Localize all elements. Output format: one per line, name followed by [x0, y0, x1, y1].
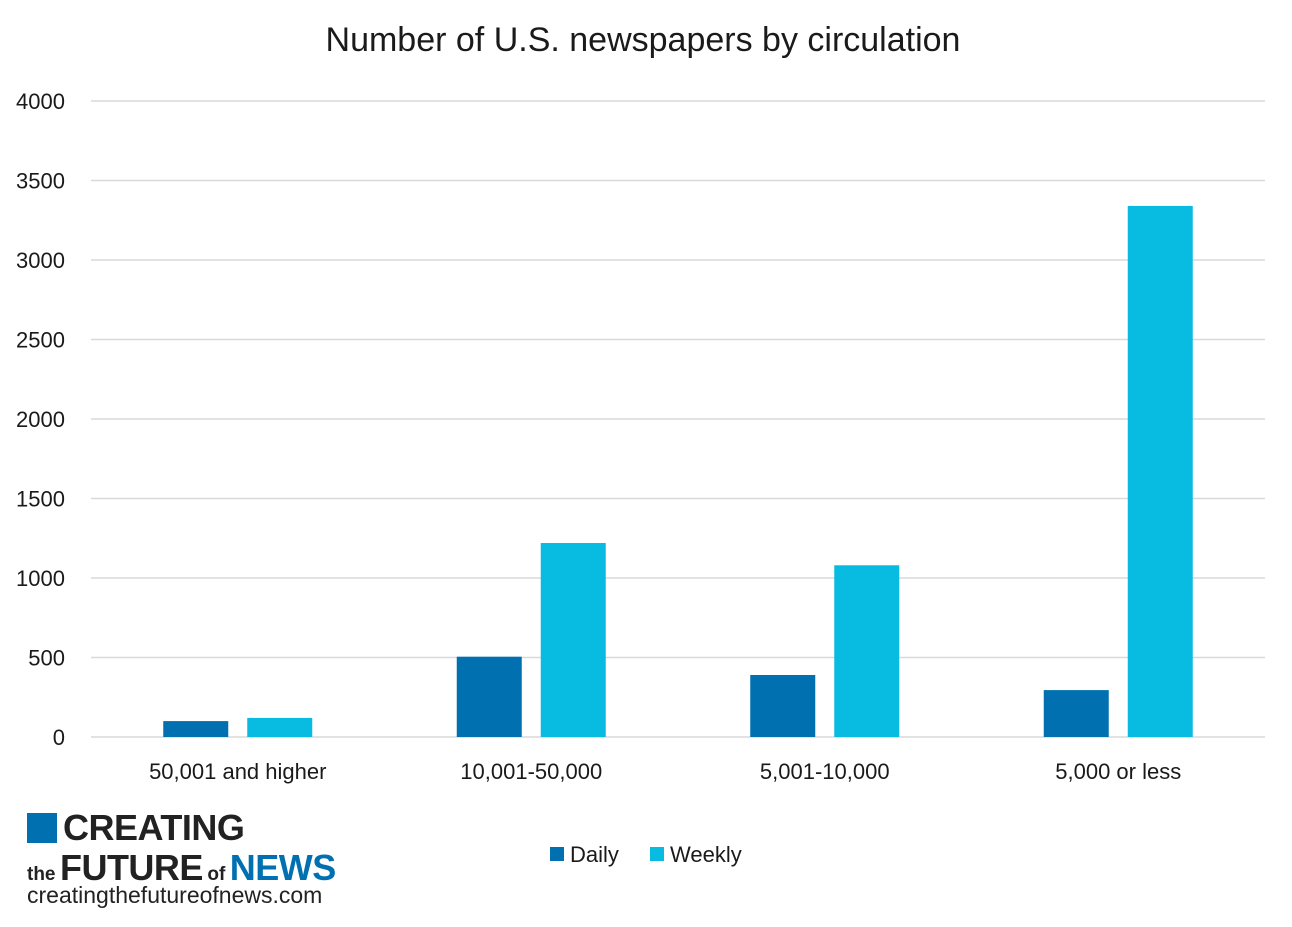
y-axis-tick-labels: 0 500 1000 1500 2000 2500 3000 3500 4000	[16, 89, 65, 750]
x-tick-label: 50,001 and higher	[149, 759, 326, 784]
y-tick-label: 2500	[16, 328, 65, 353]
y-tick-label: 3500	[16, 169, 65, 194]
legend: Daily Weekly	[550, 842, 742, 867]
logo-word-news: NEWS	[229, 847, 337, 888]
logo-row-creating: CREATING	[27, 807, 245, 848]
legend-swatch	[550, 847, 564, 861]
bar-daily-3	[750, 674, 816, 737]
bar-daily-2	[456, 656, 522, 737]
bar-weekly-3	[834, 565, 900, 737]
bar-weekly-4	[1127, 205, 1193, 737]
bar-weekly-1	[247, 717, 313, 737]
y-tick-label: 4000	[16, 89, 65, 114]
legend-swatch	[650, 847, 664, 861]
logo-word-of: of	[207, 864, 226, 885]
x-tick-label: 5,000 or less	[1055, 759, 1181, 784]
bar-daily-1	[163, 721, 229, 737]
legend-label: Daily	[570, 842, 619, 867]
gridlines	[91, 100, 1265, 738]
legend-item-weekly: Weekly	[650, 842, 742, 867]
logo-word-future: FUTURE	[59, 847, 204, 888]
logo-url: creatingthefutureofnews.com	[27, 882, 323, 908]
chart-title: Number of U.S. newspapers by circulation	[326, 21, 961, 59]
x-tick-label: 10,001-50,000	[460, 759, 602, 784]
x-tick-label: 5,001-10,000	[760, 759, 890, 784]
bars	[163, 205, 1193, 737]
bar-weekly-2	[540, 543, 606, 737]
bar-daily-4	[1043, 690, 1109, 737]
y-tick-label: 2000	[16, 407, 65, 432]
logo-word-creating: CREATING	[63, 807, 245, 848]
logo-square-icon	[27, 813, 57, 843]
y-tick-label: 3000	[16, 248, 65, 273]
legend-label: Weekly	[670, 842, 742, 867]
x-axis-tick-labels: 50,001 and higher 10,001-50,000 5,001-10,0…	[149, 759, 1181, 784]
creating-the-future-of-news-logo: CREATING the FUTURE of NEWS creatingthef…	[27, 810, 387, 915]
y-tick-label: 0	[53, 725, 65, 750]
logo-row-future-of-news: the FUTURE of NEWS	[27, 847, 337, 888]
y-tick-label: 1500	[16, 487, 65, 512]
y-tick-label: 500	[28, 646, 65, 671]
legend-item-daily: Daily	[550, 842, 619, 867]
y-tick-label: 1000	[16, 566, 65, 591]
logo-word-the: the	[27, 864, 56, 885]
